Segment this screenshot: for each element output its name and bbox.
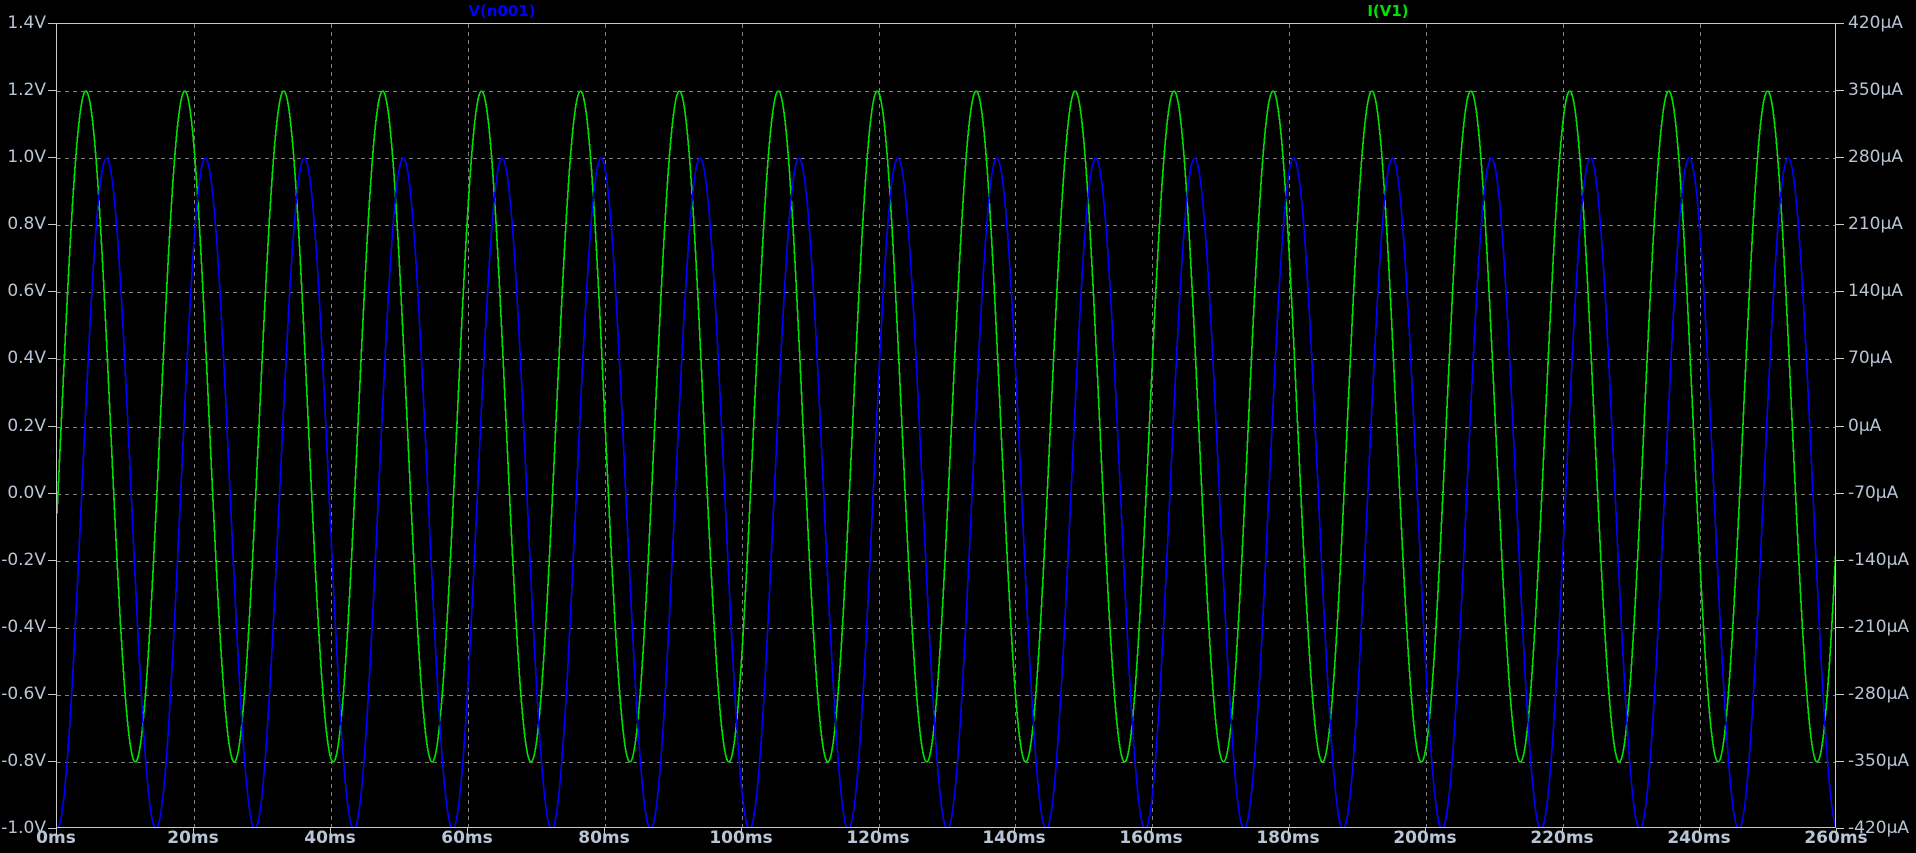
x-tick-label: 160ms [1119,828,1183,848]
y-left-tick [48,761,56,762]
y-right-tick-label: 70µA [1848,348,1893,368]
y-left-tick-label: 0.8V [7,214,46,234]
x-tick-label: 80ms [578,828,630,848]
legend-trace-i-v1[interactable]: I(V1) [1367,2,1409,20]
x-tick [56,828,57,836]
y-left-tick-label: 0.0V [7,483,46,503]
y-left-tick [48,90,56,91]
y-left-tick [48,627,56,628]
y-right-tick [1836,761,1844,762]
y-right-tick-label: 280µA [1848,147,1903,167]
x-tick [1836,828,1837,836]
x-tick-label: 120ms [846,828,910,848]
y-left-tick-label: 0.6V [7,281,46,301]
y-left-tick-label: 1.2V [7,80,46,100]
y-right-tick [1836,90,1844,91]
x-tick [330,828,331,836]
y-right-tick-label: -210µA [1848,617,1910,637]
x-tick-label: 180ms [1256,828,1320,848]
y-right-tick [1836,560,1844,561]
y-right-tick [1836,224,1844,225]
y-right-tick-label: 0µA [1848,416,1882,436]
x-tick [1151,828,1152,836]
y-left-tick-label: -0.8V [1,751,46,771]
y-left-tick [48,224,56,225]
x-tick [1425,828,1426,836]
x-tick-label: 60ms [441,828,493,848]
y-left-tick [48,560,56,561]
y-right-tick [1836,23,1844,24]
plot-area[interactable] [56,23,1836,828]
x-tick-label: 200ms [1393,828,1457,848]
x-tick-label: 260ms [1804,828,1868,848]
y-left-tick [48,828,56,829]
x-tick-label: 220ms [1530,828,1594,848]
y-left-tick [48,291,56,292]
x-tick-label: 100ms [709,828,773,848]
x-tick [193,828,194,836]
y-left-tick [48,358,56,359]
x-tick [467,828,468,836]
y-right-tick-label: -140µA [1848,550,1910,570]
y-right-tick-label: 140µA [1848,281,1903,301]
y-left-tick-label: -0.6V [1,684,46,704]
x-tick [1288,828,1289,836]
y-right-tick-label: -70µA [1848,483,1899,503]
y-left-tick-label: -0.2V [1,550,46,570]
y-right-tick [1836,157,1844,158]
y-left-tick-label: 1.4V [7,13,46,33]
y-left-tick [48,426,56,427]
y-right-tick-label: 210µA [1848,214,1903,234]
x-tick [741,828,742,836]
x-tick [878,828,879,836]
y-left-tick-label: -0.4V [1,617,46,637]
trace-curves [57,90,1835,827]
y-right-tick-label: 420µA [1848,13,1903,33]
grid-lines [57,24,1835,827]
x-tick [1699,828,1700,836]
legend-trace-v-n001[interactable]: V(n001) [468,2,536,20]
x-tick-label: 0ms [36,828,76,848]
y-right-tick [1836,694,1844,695]
x-tick-label: 140ms [982,828,1046,848]
y-left-tick-label: 0.2V [7,416,46,436]
y-left-tick-label: -1.0V [1,818,46,838]
x-tick [604,828,605,836]
y-right-tick [1836,291,1844,292]
y-right-tick-label: -350µA [1848,751,1910,771]
x-tick [1014,828,1015,836]
y-right-tick-label: -280µA [1848,684,1910,704]
y-right-tick-label: -420µA [1848,818,1910,838]
y-right-tick [1836,627,1844,628]
x-tick-label: 20ms [167,828,219,848]
x-tick-label: 240ms [1667,828,1731,848]
y-right-tick [1836,493,1844,494]
y-right-tick [1836,828,1844,829]
y-right-tick-label: 350µA [1848,80,1903,100]
y-left-tick [48,23,56,24]
x-tick [1562,828,1563,836]
y-left-tick [48,694,56,695]
x-tick-label: 40ms [304,828,356,848]
y-left-tick [48,157,56,158]
y-right-tick [1836,358,1844,359]
y-left-tick [48,493,56,494]
y-left-tick-label: 1.0V [7,147,46,167]
y-right-tick [1836,426,1844,427]
y-left-tick-label: 0.4V [7,348,46,368]
